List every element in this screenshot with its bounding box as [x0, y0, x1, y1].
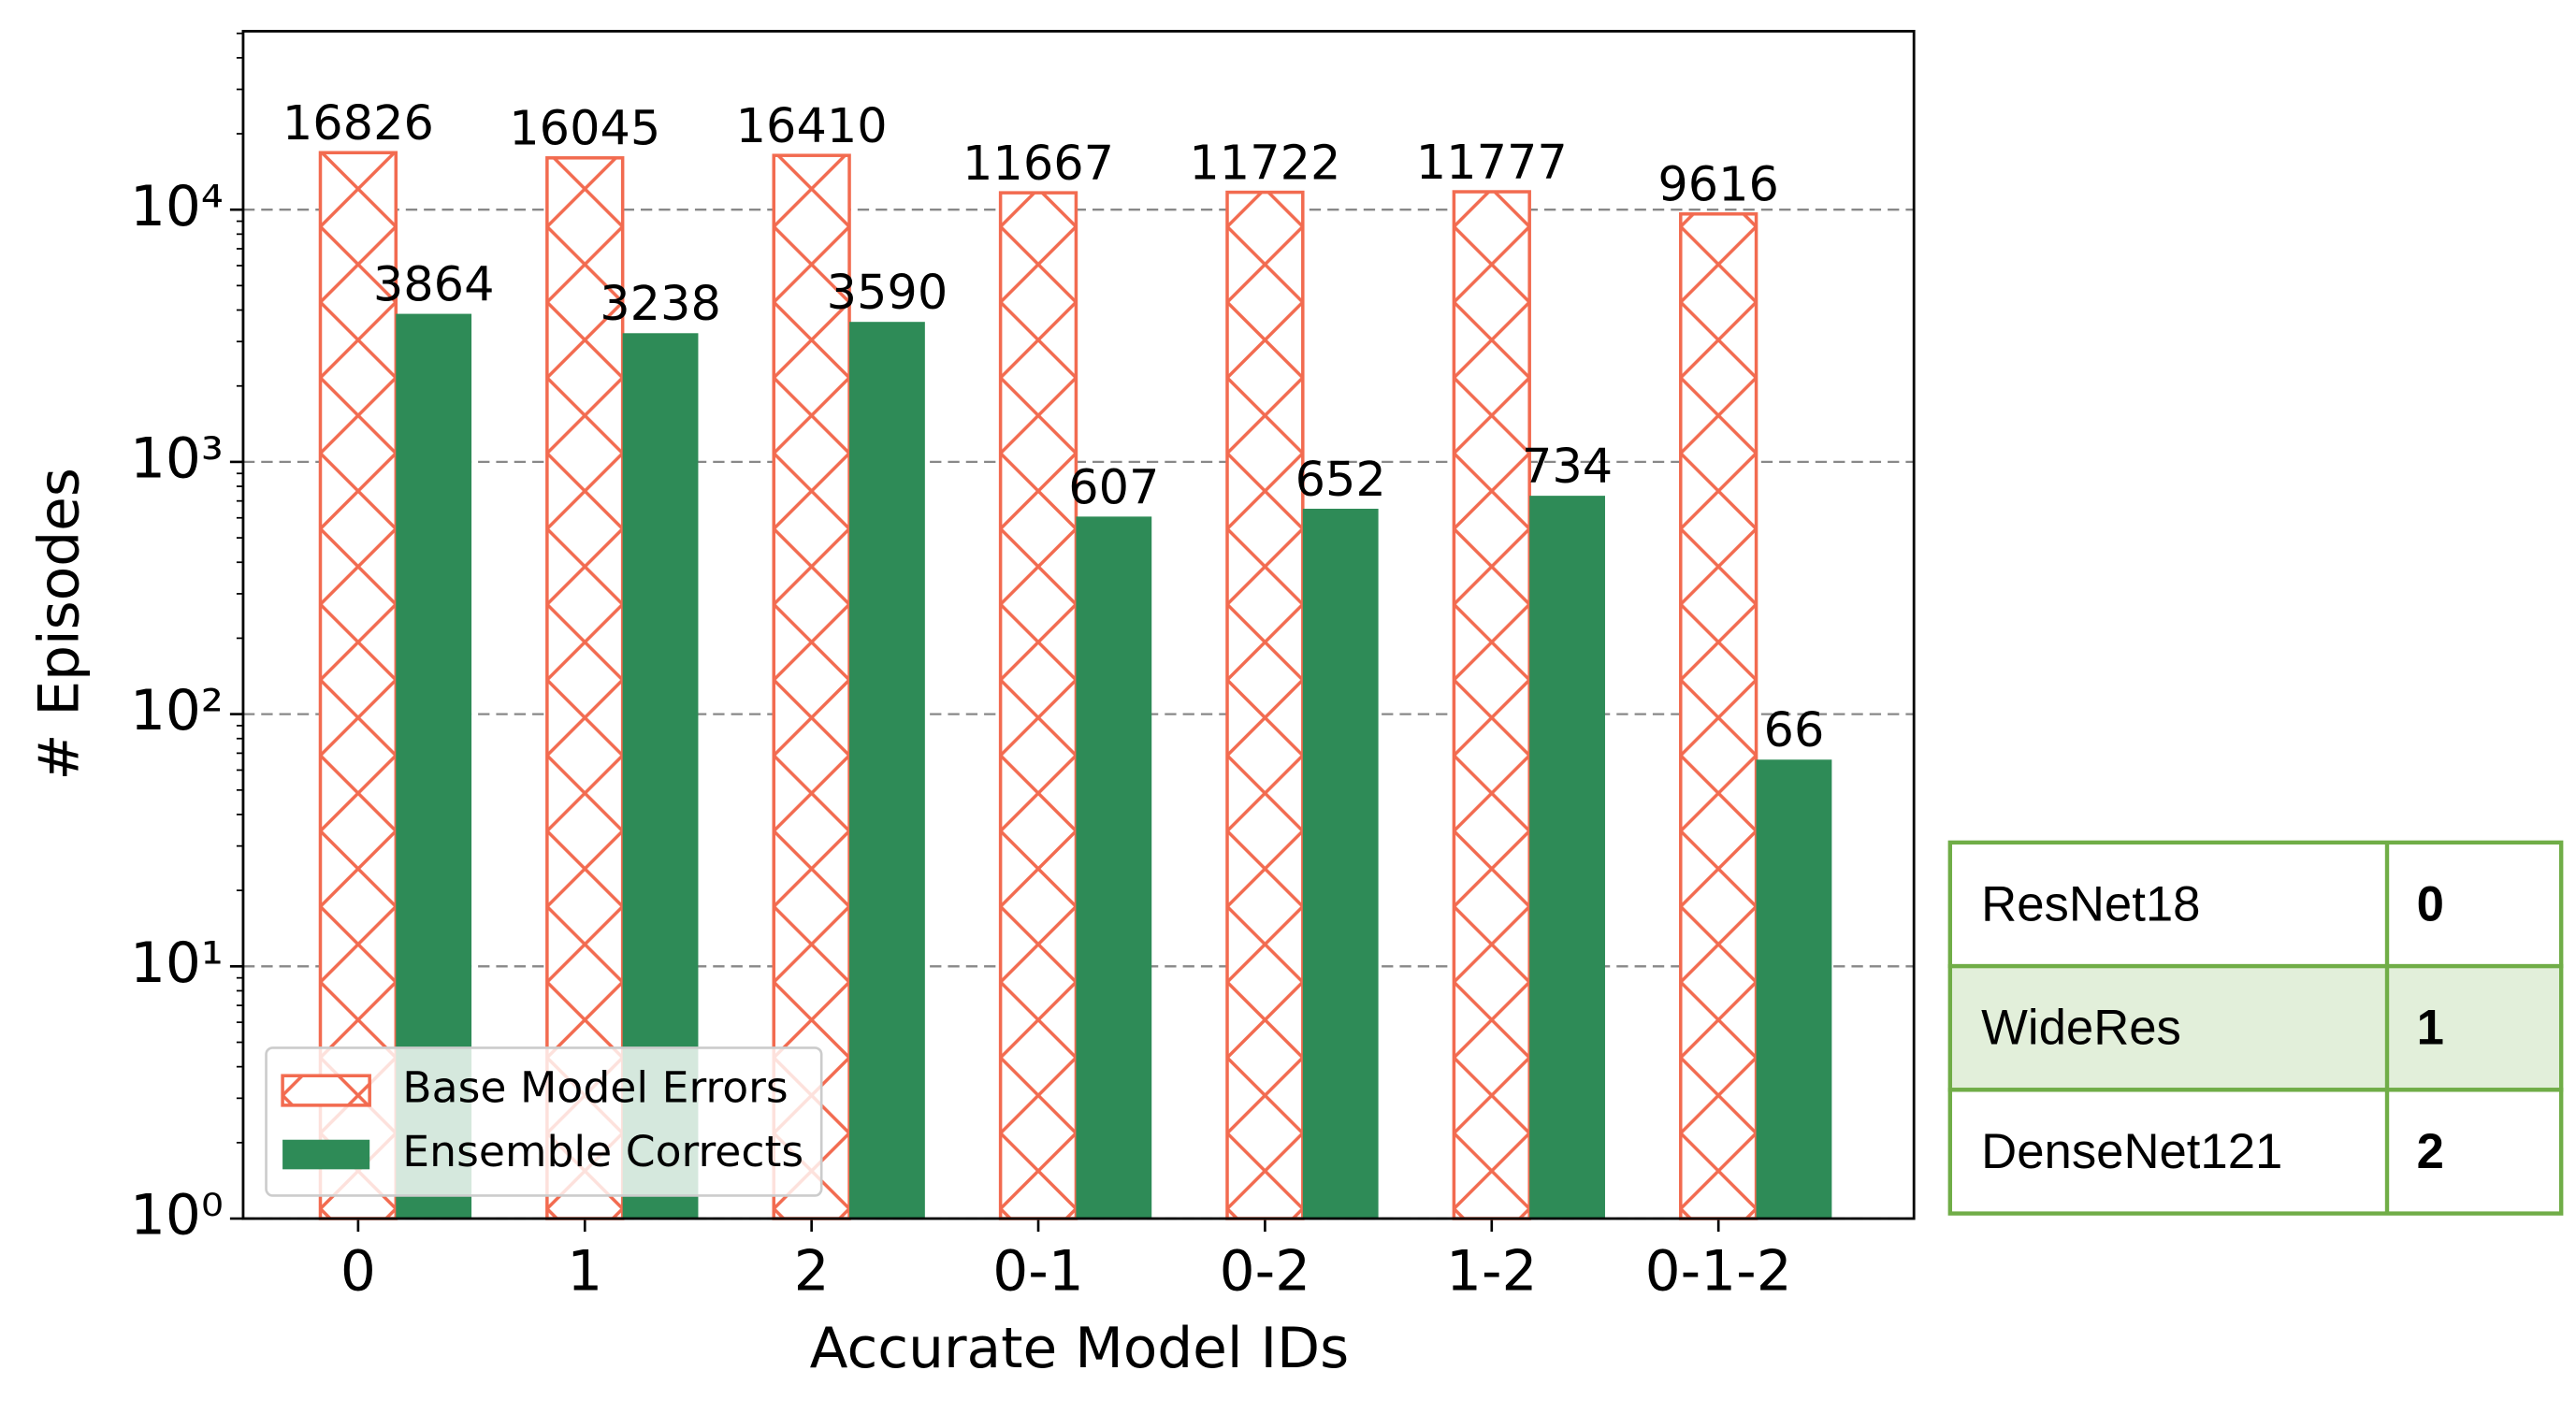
- x-tick-label: 0: [340, 1239, 376, 1304]
- y-tick-label: 10²: [130, 679, 224, 743]
- legend-swatch: [281, 1074, 371, 1107]
- bar: [849, 322, 925, 1219]
- bar: [1679, 212, 1758, 1220]
- value-label: 16045: [509, 102, 660, 157]
- y-axis-label: # Episodes: [27, 468, 92, 781]
- legend-label: Base Model Errors: [402, 1063, 788, 1113]
- y-tick-label: 10³: [130, 427, 224, 492]
- bar: [1452, 190, 1531, 1220]
- table-cell: 2: [2417, 1124, 2444, 1179]
- y-tick-label: 10⁰: [130, 1184, 224, 1248]
- bar: [772, 153, 851, 1220]
- value-label: 11722: [1189, 136, 1340, 191]
- value-label: 3864: [373, 257, 495, 312]
- x-tick-label: 2: [794, 1239, 830, 1304]
- axes-frame: [241, 29, 1916, 1220]
- value-label: 3590: [827, 266, 948, 321]
- table-cell: DenseNet121: [1981, 1124, 2282, 1179]
- table-cell: WideRes: [1981, 1001, 2181, 1056]
- value-label: 3238: [600, 277, 721, 332]
- value-label: 9616: [1657, 158, 1779, 213]
- x-axis-label: Accurate Model IDs: [810, 1317, 1349, 1381]
- model-id-table: ResNet18 0 WideRes 1 DenseNet121 2: [1947, 840, 2564, 1216]
- table-cell: ResNet18: [1981, 876, 2200, 931]
- value-label: 11777: [1416, 136, 1568, 191]
- bar: [1302, 509, 1379, 1219]
- legend-label: Ensemble Corrects: [402, 1127, 803, 1176]
- x-tick-label: 1-2: [1446, 1239, 1538, 1304]
- value-label: 652: [1295, 453, 1386, 508]
- x-tick-label: 0-2: [1220, 1239, 1311, 1304]
- value-label: 16826: [282, 96, 434, 152]
- value-label: 16410: [736, 99, 888, 154]
- bar: [1529, 496, 1605, 1219]
- x-tick-label: 1: [567, 1239, 602, 1304]
- legend: Base Model Errors Ensemble Corrects: [265, 1046, 823, 1197]
- value-label: 607: [1068, 460, 1159, 515]
- x-tick-label: 0-1: [992, 1239, 1084, 1304]
- table-row: [1947, 1088, 2564, 1216]
- bar: [318, 151, 398, 1220]
- table-cell: 1: [2417, 1001, 2444, 1056]
- bar: [1756, 759, 1832, 1219]
- y-tick-label: 10¹: [130, 931, 224, 996]
- bar: [1225, 190, 1305, 1220]
- bar: [1076, 516, 1152, 1219]
- legend-box: [265, 1046, 823, 1197]
- value-label: 734: [1522, 440, 1613, 495]
- value-label: 11667: [962, 137, 1114, 192]
- y-tick-label: 10⁴: [130, 175, 224, 239]
- table-cell: 0: [2417, 876, 2444, 931]
- legend-swatch: [282, 1139, 370, 1170]
- bar: [998, 191, 1078, 1220]
- value-label: 66: [1764, 703, 1825, 758]
- x-tick-label: 0-1-2: [1645, 1239, 1792, 1304]
